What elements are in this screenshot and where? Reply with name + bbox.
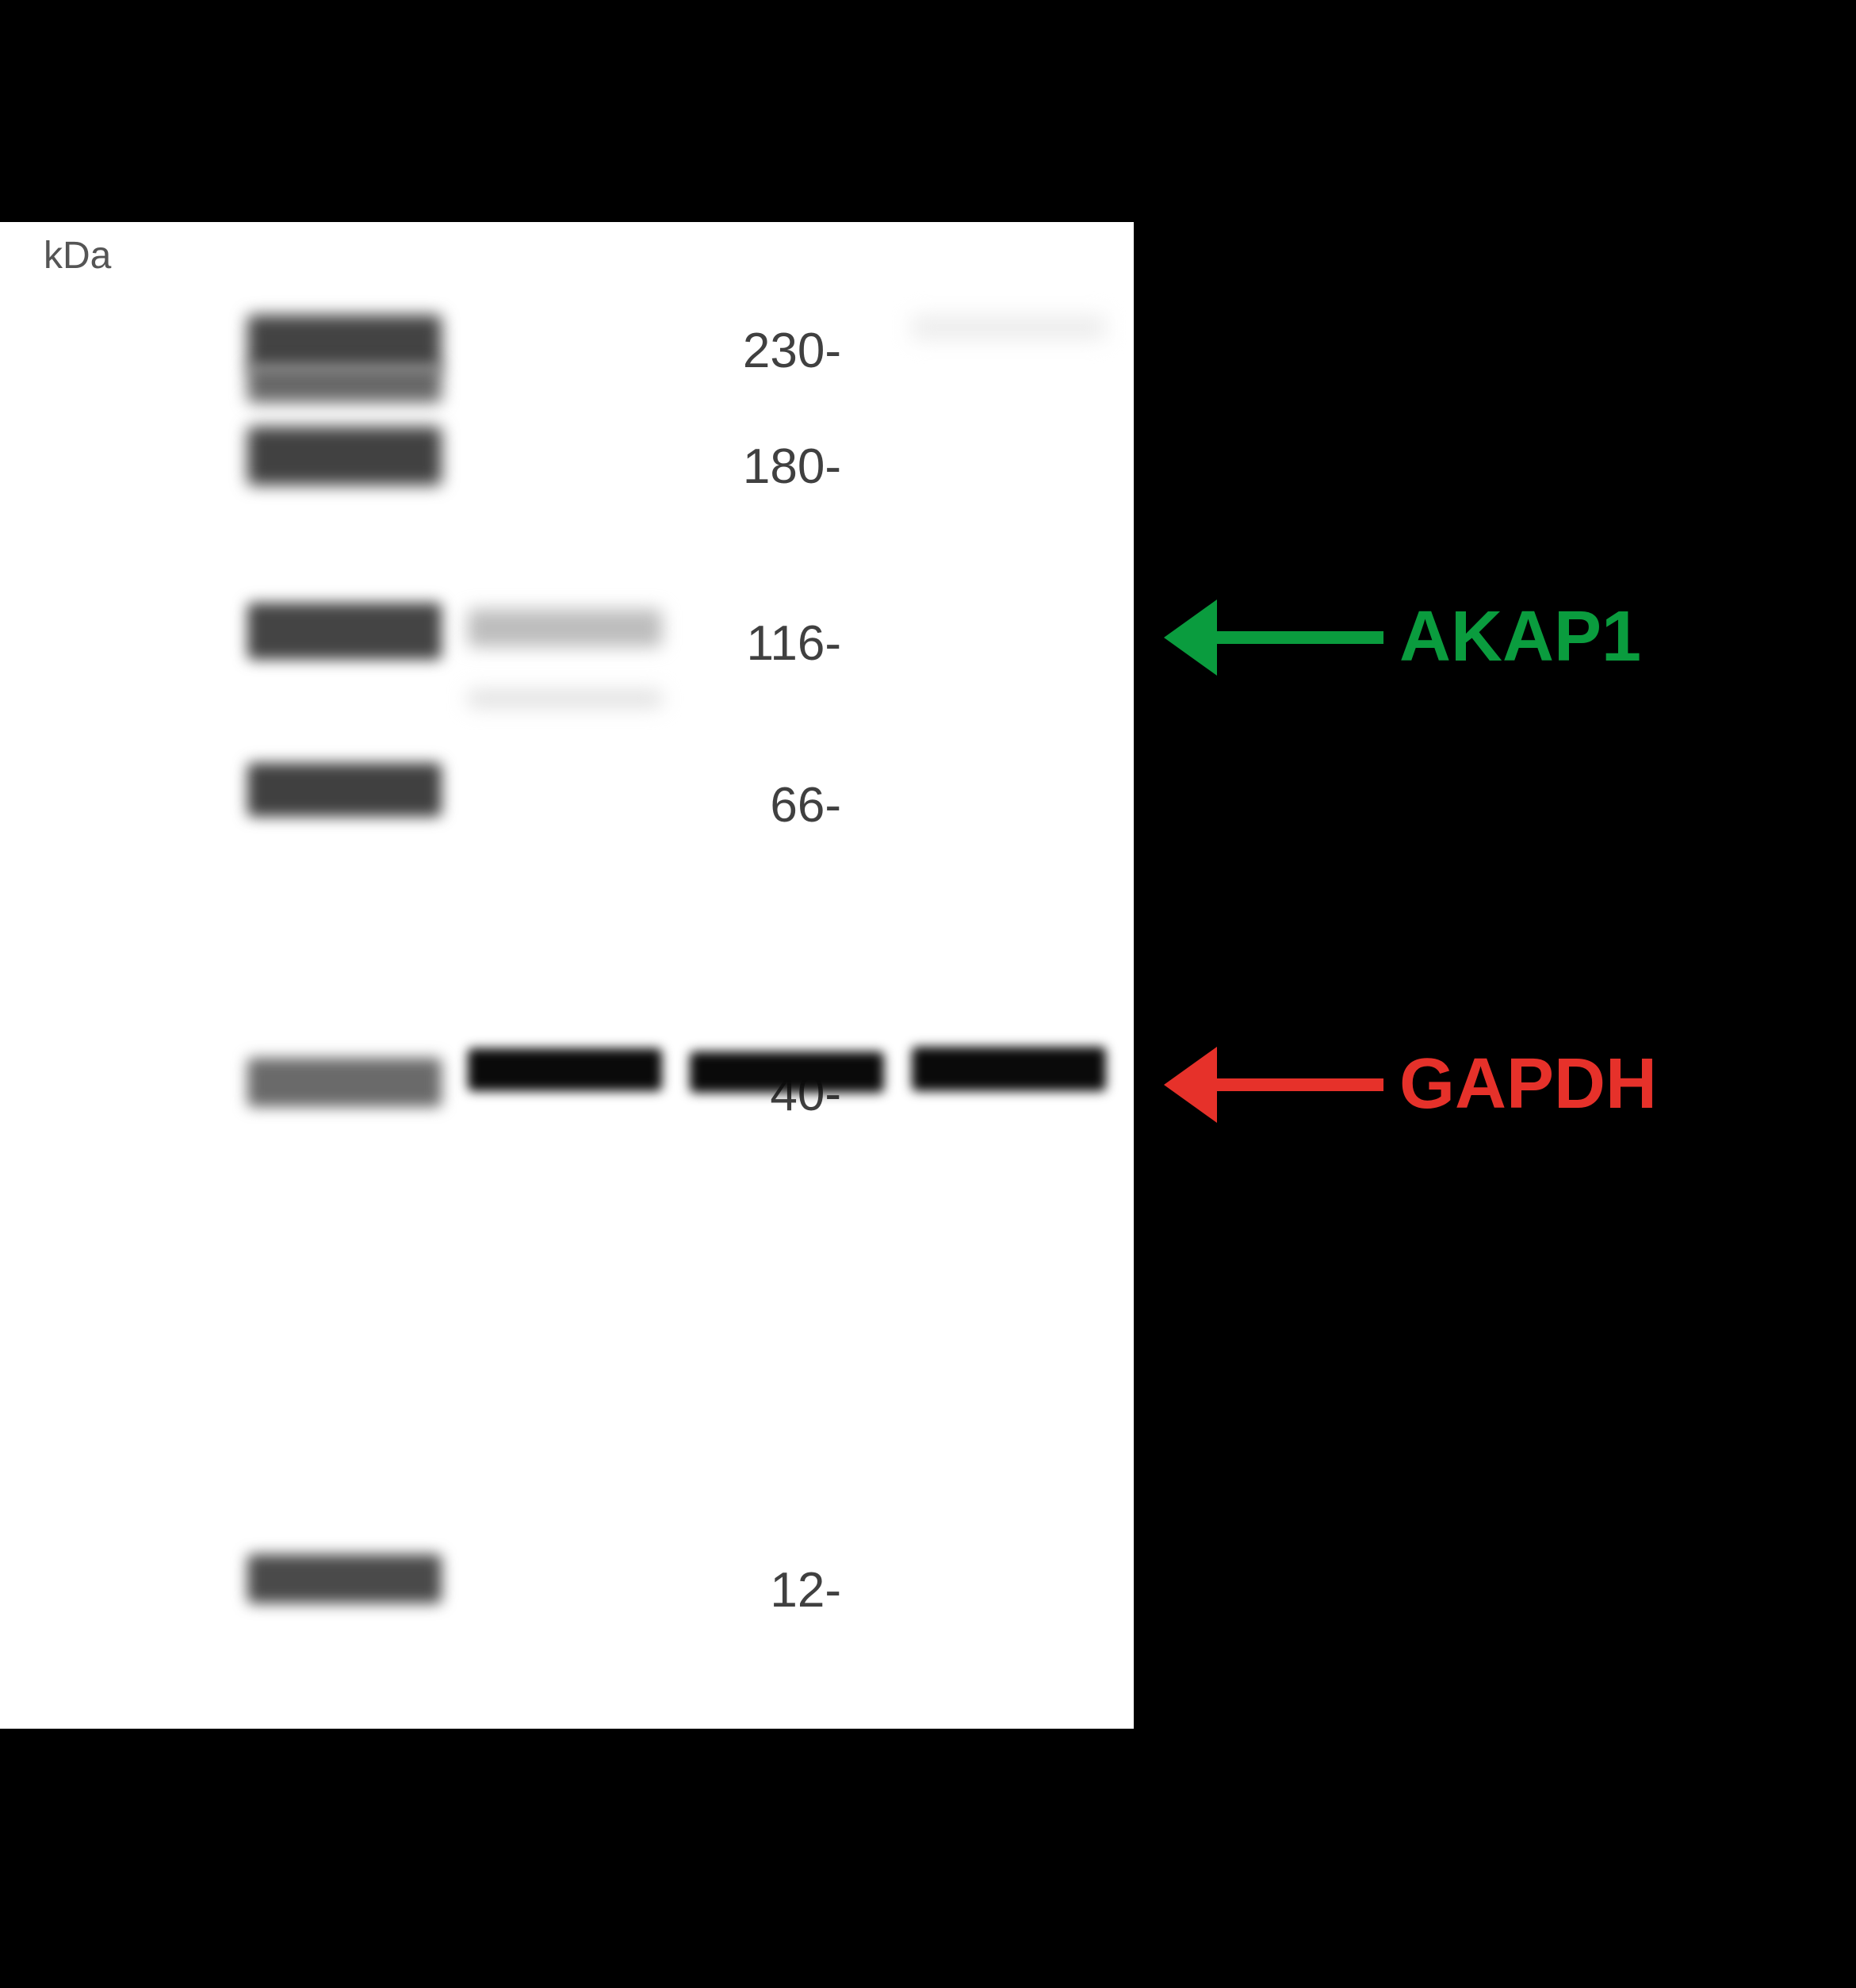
unit-label: kDa — [44, 234, 111, 278]
annotation-label: GAPDH — [1399, 1044, 1657, 1125]
gel-band — [247, 427, 442, 485]
gel-band — [468, 690, 662, 707]
lane-scramble — [468, 0, 662, 1988]
gel-band — [468, 1048, 662, 1091]
lane-kd1 — [690, 0, 884, 1988]
lane-kd2 — [912, 0, 1106, 1988]
gel-band — [912, 1047, 1106, 1091]
annotation-akap1: AKAP1 — [1164, 596, 1641, 678]
gel-band — [247, 1058, 442, 1107]
annotation-label: AKAP1 — [1399, 596, 1641, 678]
gel-band — [247, 315, 442, 370]
arrow-akap1 — [1164, 599, 1383, 676]
gel-band — [690, 1051, 884, 1093]
gel-band — [247, 365, 442, 403]
annotation-gapdh: GAPDH — [1164, 1044, 1657, 1125]
gel-band — [247, 763, 442, 817]
lane-marker — [247, 0, 442, 1988]
gel-band — [247, 1554, 442, 1603]
arrow-gapdh — [1164, 1047, 1383, 1123]
gel-band — [247, 603, 442, 660]
gel-band — [912, 316, 1106, 339]
gel-band — [468, 609, 662, 647]
